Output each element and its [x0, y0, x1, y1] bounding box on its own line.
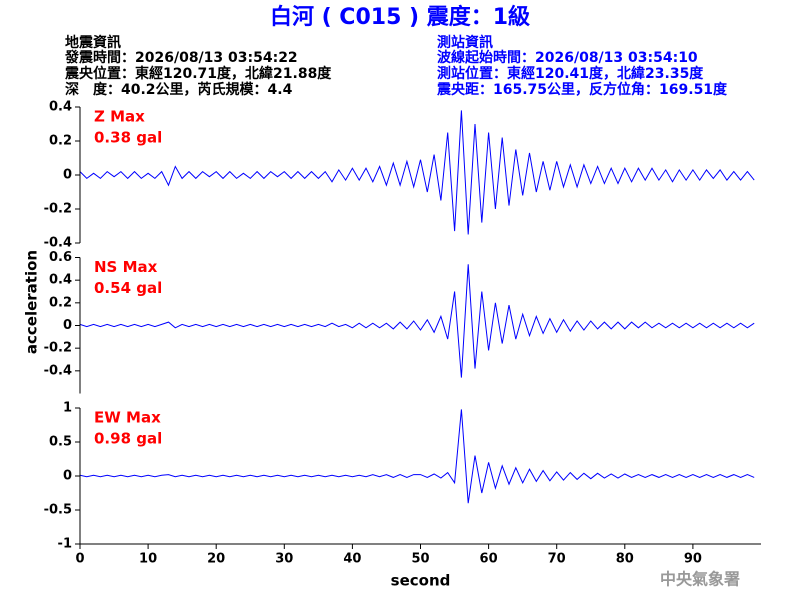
max-label: 0.98 gal	[94, 430, 162, 448]
y-tick-label: -0.4	[44, 363, 72, 378]
y-tick-label: -0.4	[44, 236, 72, 251]
x-tick-label: 70	[548, 552, 566, 567]
y-tick-label: 0	[63, 469, 72, 484]
footer: 中央氣象署	[660, 570, 740, 589]
info-right: 測站資訊	[437, 34, 493, 51]
x-tick-label: 90	[684, 552, 702, 567]
waveform	[79, 110, 755, 235]
info-left: 深 度：40.2公里，芮氏規模：4.4	[65, 81, 293, 98]
info-left: 發震時間：2026/08/13 03:54:22	[64, 49, 298, 66]
y-tick-label: -0.5	[44, 503, 72, 518]
annotation: NS Max	[94, 258, 158, 276]
y-tick-label: 1	[63, 401, 72, 416]
x-axis-label: second	[391, 572, 451, 590]
x-tick-label: 40	[343, 552, 361, 567]
info-right: 震央距：165.75公里，反方位角：169.51度	[436, 81, 728, 98]
y-tick-label: 0.4	[49, 100, 72, 115]
x-tick-label: 60	[480, 552, 498, 567]
x-tick-label: 50	[411, 552, 429, 567]
x-tick-label: 20	[207, 552, 225, 567]
y-tick-label: 0.2	[49, 134, 72, 149]
annotation: EW Max	[94, 409, 161, 427]
y-tick-label: 0	[63, 168, 72, 183]
y-tick-label: 0.5	[49, 435, 72, 450]
info-left: 震央位置：東經120.71度，北緯21.88度	[64, 65, 332, 82]
info-right: 波線起始時間：2026/08/13 03:54:10	[437, 49, 698, 66]
y-axis-label: acceleration	[23, 250, 41, 354]
chart-title: 白河 ( C015 ) 震度：1級	[270, 4, 530, 30]
x-tick-label: 30	[275, 552, 293, 567]
max-label: 0.54 gal	[94, 279, 162, 297]
x-tick-label: 0	[75, 552, 84, 567]
y-tick-label: 0.4	[49, 273, 72, 288]
annotation: Z Max	[94, 108, 145, 126]
x-tick-label: 10	[139, 552, 157, 567]
y-tick-label: 0.2	[49, 295, 72, 310]
y-tick-label: 0	[63, 318, 72, 333]
y-tick-label: -1	[58, 537, 72, 552]
info-left: 地震資訊	[65, 34, 121, 51]
waveform	[79, 264, 755, 378]
y-tick-label: 0.6	[49, 250, 72, 265]
y-tick-label: -0.2	[44, 341, 72, 356]
max-label: 0.38 gal	[94, 129, 162, 147]
waveform	[79, 409, 755, 504]
x-tick-label: 80	[616, 552, 634, 567]
y-tick-label: -0.2	[44, 202, 72, 217]
info-right: 測站位置：東經120.41度，北緯23.35度	[437, 65, 704, 82]
